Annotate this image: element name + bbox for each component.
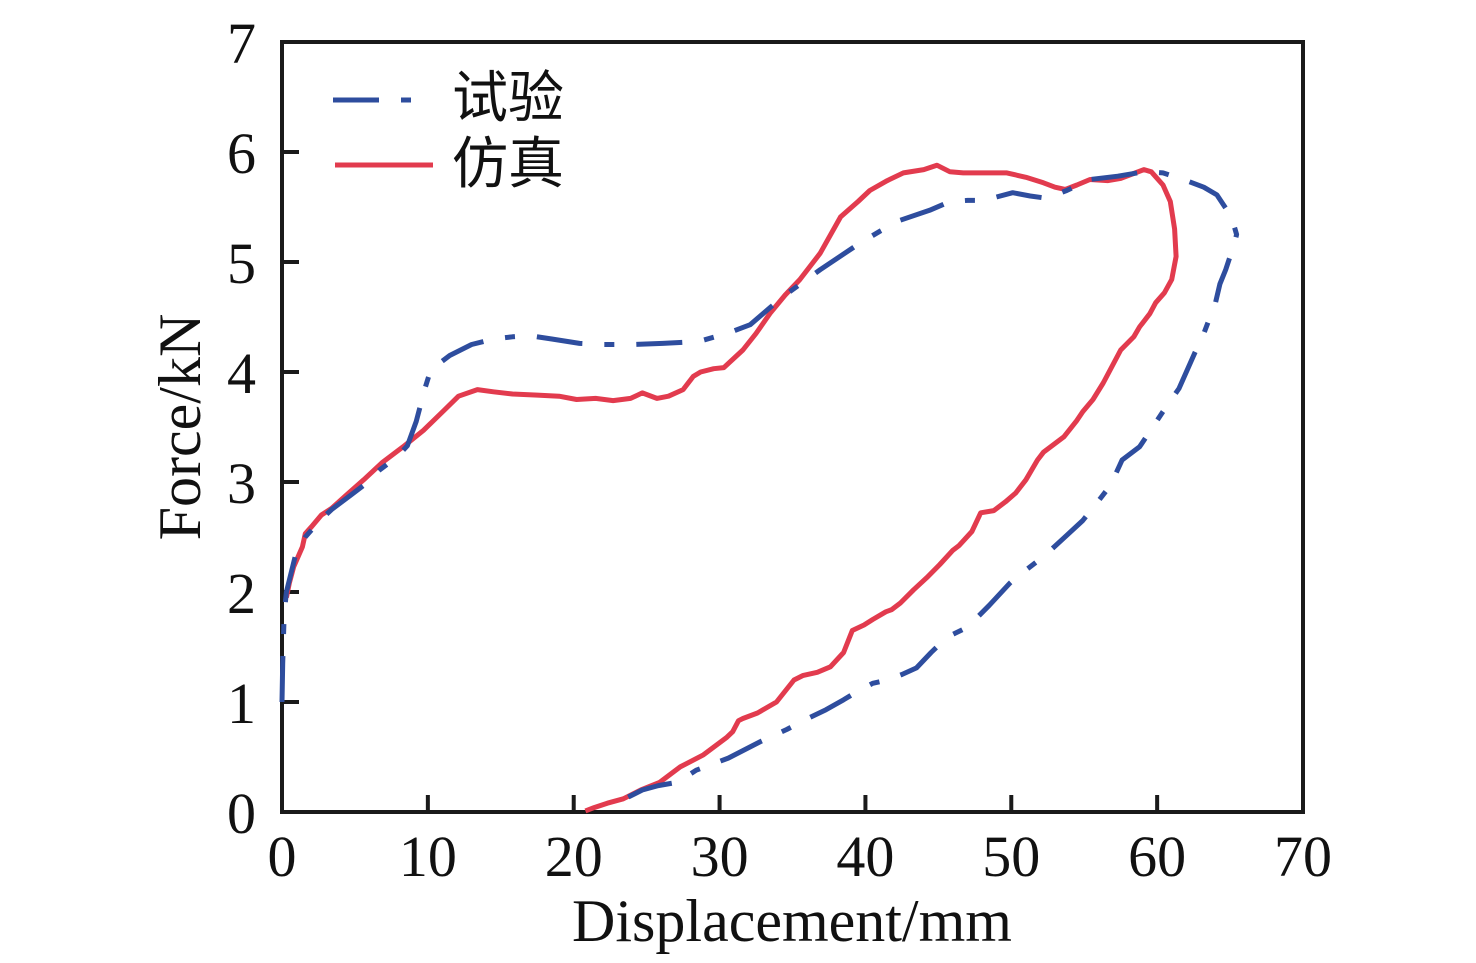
x-tick-label: 20 xyxy=(545,824,603,889)
plot-border xyxy=(280,40,1305,814)
y-axis-ticks: 0 1 2 3 4 5 6 7 xyxy=(227,11,299,846)
y-tick-label: 3 xyxy=(227,451,256,516)
x-tick-label: 10 xyxy=(399,824,457,889)
y-tick-label: 7 xyxy=(227,11,256,76)
y-axis-title: Force/kN xyxy=(147,314,213,541)
series-line-test xyxy=(279,169,1240,808)
x-axis-title: Displacement/mm xyxy=(572,888,1012,954)
legend: 试验 仿真 xyxy=(333,68,564,196)
y-tick-label: 6 xyxy=(227,121,256,186)
series-group xyxy=(279,162,1240,814)
y-tick-label: 4 xyxy=(227,341,256,406)
legend-label-test: 试验 xyxy=(452,68,564,130)
x-tick-label: 40 xyxy=(836,824,894,889)
x-tick-label: 70 xyxy=(1274,824,1332,889)
legend-label-simulation: 仿真 xyxy=(452,134,564,196)
y-tick-label: 1 xyxy=(227,671,256,736)
x-tick-label: 50 xyxy=(982,824,1040,889)
x-tick-label: 60 xyxy=(1128,824,1186,889)
x-axis-ticks: 0 10 20 30 40 50 60 70 xyxy=(268,795,1332,889)
y-tick-label: 2 xyxy=(227,561,256,626)
x-tick-label: 0 xyxy=(268,824,297,889)
y-tick-label: 0 xyxy=(227,781,256,846)
x-tick-label: 30 xyxy=(691,824,749,889)
series-line-simulation xyxy=(283,162,1179,814)
y-tick-label: 5 xyxy=(227,231,256,296)
